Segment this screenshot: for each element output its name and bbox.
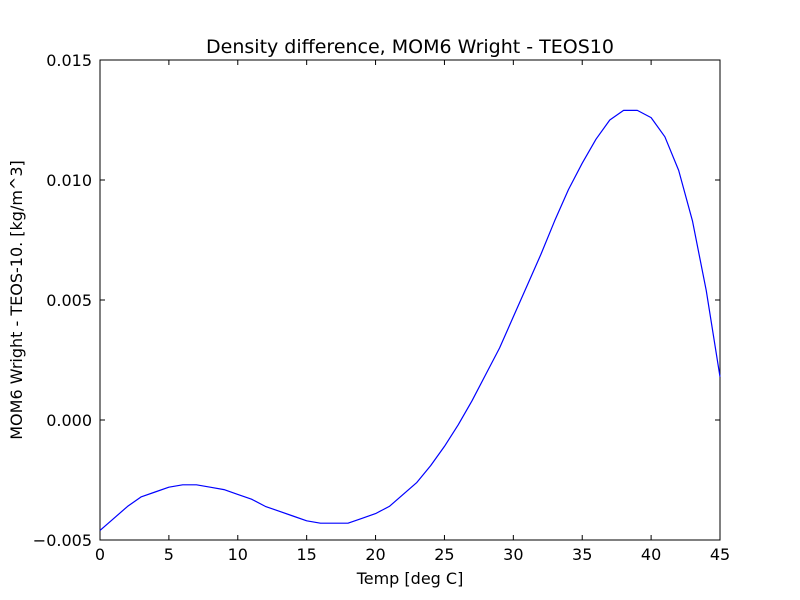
- y-tick-label: −0.005: [33, 531, 92, 550]
- y-axis-title: MOM6 Wright - TEOS-10. [kg/m^3]: [7, 160, 26, 440]
- y-tick-label: 0.000: [46, 411, 92, 430]
- x-tick-label: 5: [164, 545, 174, 564]
- plot-area: [99, 59, 721, 541]
- x-tick-label: 20: [365, 545, 385, 564]
- x-tick-label: 10: [228, 545, 248, 564]
- y-tick-label: 0.015: [46, 51, 92, 70]
- x-tick-label: 35: [572, 545, 592, 564]
- x-tick-label: 45: [710, 545, 730, 564]
- x-tick-label: 30: [503, 545, 523, 564]
- series-line-wright-minus-teos10: [99, 109, 721, 531]
- plot-frame: [99, 59, 721, 541]
- x-tick-label: 15: [296, 545, 316, 564]
- y-tick-label: 0.005: [46, 291, 92, 310]
- y-axis-ticks: −0.005 0.000 0.005 0.010 0.015: [33, 51, 720, 550]
- x-axis-ticks: 0 5 10 15 20 25 30 35 40 45: [95, 60, 730, 564]
- chart-title: Density difference, MOM6 Wright - TEOS10: [206, 36, 614, 58]
- y-tick-label: 0.010: [46, 171, 92, 190]
- series-layer: [99, 109, 721, 531]
- x-tick-label: 0: [95, 545, 105, 564]
- x-tick-label: 40: [641, 545, 661, 564]
- x-axis-title: Temp [deg C]: [356, 569, 464, 588]
- x-tick-label: 25: [434, 545, 454, 564]
